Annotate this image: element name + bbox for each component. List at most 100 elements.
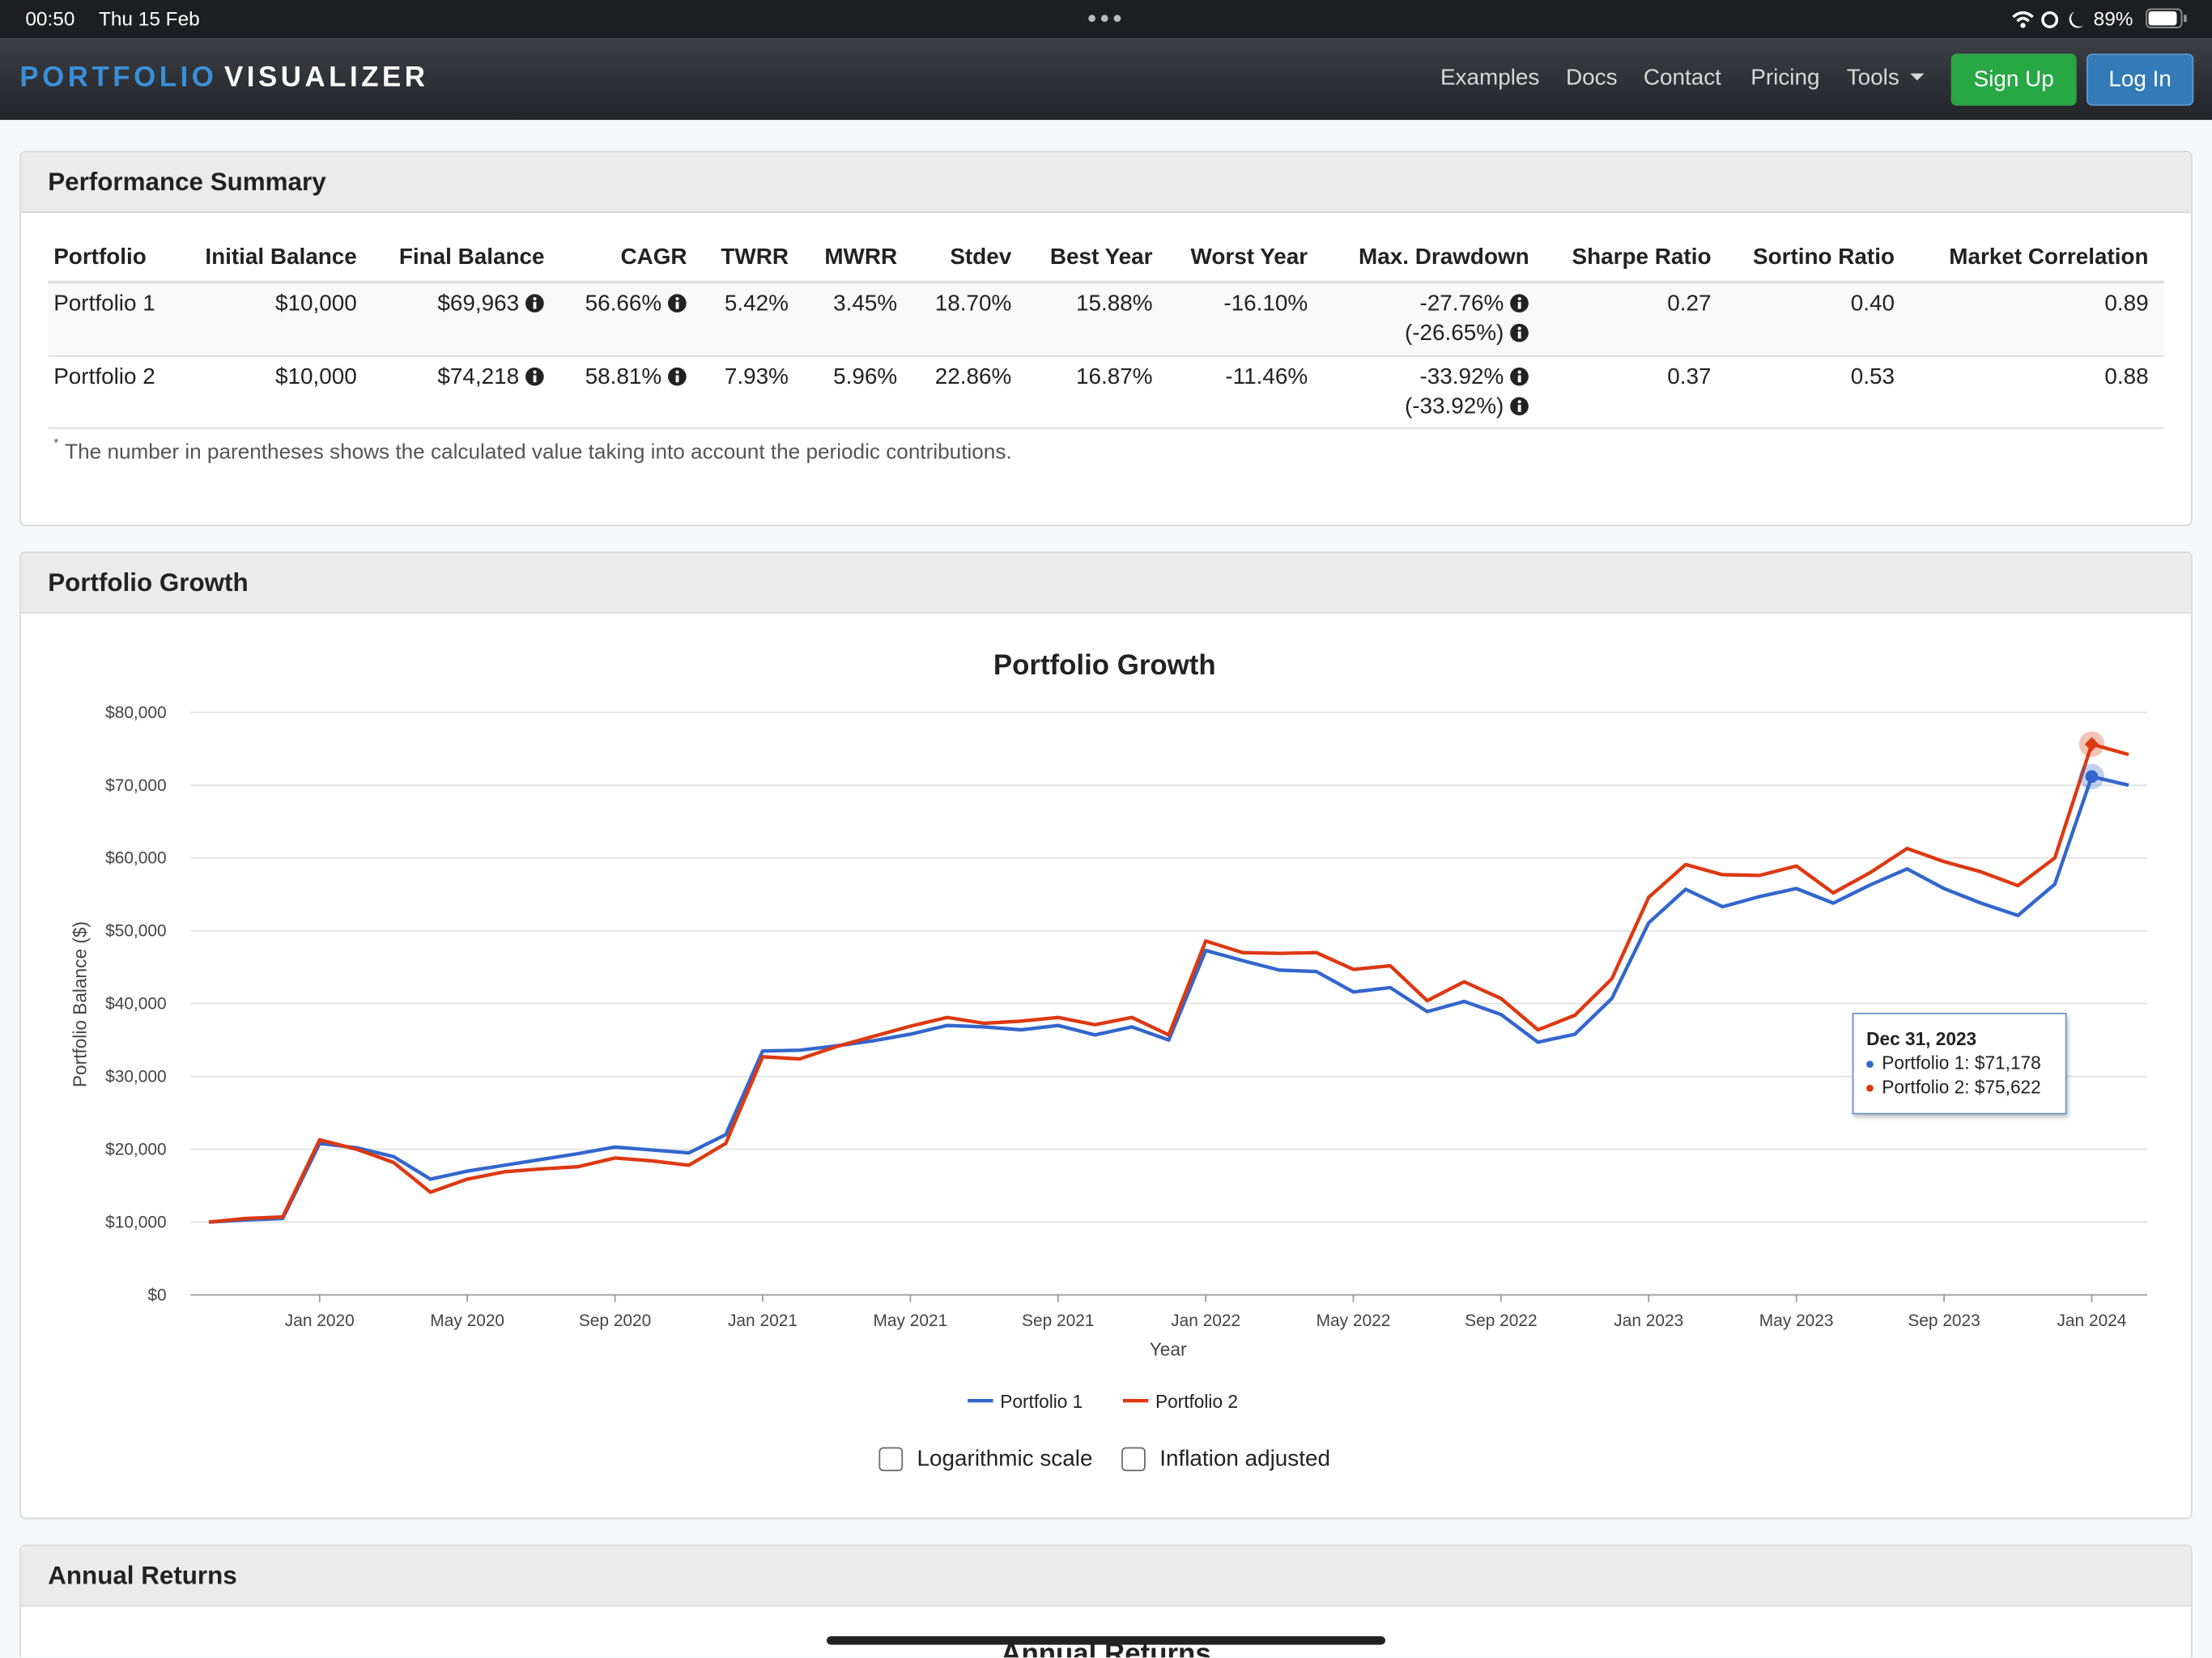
table-cell: 0.89 (2104, 291, 2148, 319)
cell-text: MWRR (824, 245, 898, 270)
cell-text: 56.66% (585, 291, 662, 317)
x-tick-label: Jan 2021 (728, 1312, 798, 1330)
cell-text: Sortino Ratio (1752, 245, 1895, 270)
nav-link[interactable]: Docs (1566, 66, 1618, 91)
header-cell: Sortino Ratio (1753, 244, 1895, 272)
chart-title: Portfolio Growth (993, 649, 1216, 681)
cell-text: 7.93% (724, 365, 789, 389)
table-cell: 5.42% (725, 291, 789, 319)
status-time: 00:50 (25, 6, 75, 30)
table-cell: 15.88% (1076, 291, 1153, 319)
y-tick-label: $30,000 (105, 1068, 167, 1086)
x-tick-label: Jan 2020 (285, 1312, 355, 1330)
cell-text: 5.96% (833, 365, 898, 389)
table-cell: 5.96% (833, 364, 897, 393)
checkbox-label[interactable]: Logarithmic scale (917, 1447, 1093, 1472)
table-cell: $74,218 (437, 364, 544, 393)
nav-link[interactable]: Tools (1846, 66, 1899, 91)
cell-text: -11.46% (1225, 365, 1308, 389)
cell-text: 16.87% (1075, 365, 1153, 389)
panel-title: Portfolio Growth (48, 568, 249, 597)
nav-link[interactable]: Contact (1643, 66, 1721, 91)
series-line (208, 742, 2129, 1224)
status-bar: 00:50 Thu 15 Feb 89% (0, 0, 2212, 39)
cell-text: 22.86% (934, 365, 1012, 389)
cell-text: 0.53 (1850, 365, 1895, 389)
y-axis-label: Portfolio Balance ($) (69, 921, 90, 1087)
panel-title: Performance Summary (48, 168, 326, 197)
cell-text: $69,963 (437, 291, 520, 317)
nav-link[interactable]: Examples (1440, 66, 1540, 91)
brand-second[interactable]: VISUALIZER (224, 62, 429, 93)
footnote-marker: * (53, 436, 59, 450)
table-cell: 0.37 (1667, 364, 1711, 393)
cell-text: Stdev (950, 245, 1012, 270)
status-icons (2012, 11, 2084, 28)
cell-text: Portfolio 2 (53, 365, 155, 389)
header-cell: Worst Year (1191, 244, 1308, 272)
y-tick-label: $60,000 (105, 849, 167, 868)
x-tick-label: Sep 2021 (1022, 1312, 1094, 1330)
tooltip-title: Dec 31, 2023 (1866, 1028, 1977, 1050)
x-tick-label: Sep 2020 (579, 1312, 651, 1330)
series-line (208, 775, 2129, 1224)
navbar: PORTFOLIO VISUALIZER (0, 38, 2212, 121)
info-icon[interactable] (525, 367, 544, 386)
battery-icon (2146, 8, 2187, 28)
table-cell: -11.46% (1225, 364, 1308, 393)
nav-link[interactable]: Pricing (1750, 66, 1820, 91)
info-icon[interactable] (1509, 397, 1529, 416)
footnote: The number in parentheses shows the calc… (65, 440, 1012, 465)
header-cell: MWRR (824, 244, 897, 272)
x-tick-label: May 2022 (1317, 1312, 1391, 1330)
table-cell: 0.27 (1667, 291, 1711, 319)
cell-text: $10,000 (275, 291, 357, 317)
cell-text: 0.27 (1667, 291, 1712, 317)
cell-text: 0.37 (1667, 365, 1712, 389)
x-tick-label: May 2020 (430, 1312, 504, 1330)
cell-text: Initial Balance (205, 245, 357, 270)
home-indicator (827, 1636, 1385, 1645)
cell-text: 3.45% (833, 291, 898, 317)
cell-text: TWRR (721, 245, 789, 270)
table-cell: -33.92% (1420, 364, 1529, 393)
info-icon[interactable] (667, 367, 687, 386)
info-icon[interactable] (525, 293, 544, 312)
cell-text: 58.81% (585, 365, 662, 389)
multitask-dots (1088, 15, 1121, 23)
y-tick-label: $10,000 (105, 1213, 167, 1231)
header-cell: Stdev (950, 244, 1011, 272)
tooltip: Dec 31, 2023 Portfolio 1: $71,178 Portfo… (1852, 1013, 2067, 1115)
info-icon[interactable] (1509, 293, 1529, 312)
cell-text: $10,000 (275, 365, 357, 389)
checkbox-label[interactable]: Inflation adjusted (1159, 1447, 1331, 1472)
table-cell: 56.66% (585, 291, 687, 319)
table-cell: 0.53 (1851, 364, 1895, 393)
table-cell: Portfolio 1 (53, 291, 155, 319)
x-tick-label: May 2021 (873, 1312, 947, 1330)
panel-header: Annual Returns (21, 1545, 2191, 1607)
header-cell: Market Correlation (1949, 244, 2148, 272)
y-tick-label: $80,000 (105, 704, 167, 722)
sign-up-button[interactable]: Sign Up (1950, 53, 2077, 106)
info-icon[interactable] (1509, 323, 1529, 342)
log-in-button[interactable]: Log In (2086, 53, 2194, 106)
x-tick-label: Jan 2022 (1171, 1312, 1240, 1330)
header-separator (48, 280, 2164, 284)
header-cell: Max. Drawdown (1359, 244, 1529, 272)
info-icon[interactable] (1509, 367, 1529, 386)
checkbox[interactable] (1121, 1447, 1146, 1472)
y-tick-label: $40,000 (105, 995, 167, 1014)
table-cell: 16.87% (1076, 364, 1153, 393)
table-cell: Portfolio 2 (53, 364, 155, 393)
info-icon[interactable] (667, 293, 687, 312)
table-cell: 22.86% (935, 364, 1012, 393)
brand-first[interactable]: PORTFOLIO (19, 62, 218, 93)
table-cell: 3.45% (833, 291, 897, 319)
table-cell: 0.88 (2104, 364, 2148, 393)
table-cell: -16.10% (1223, 291, 1308, 319)
header-cell: TWRR (721, 244, 789, 272)
checkbox[interactable] (878, 1447, 904, 1472)
cell-text: -27.76% (1419, 291, 1504, 317)
